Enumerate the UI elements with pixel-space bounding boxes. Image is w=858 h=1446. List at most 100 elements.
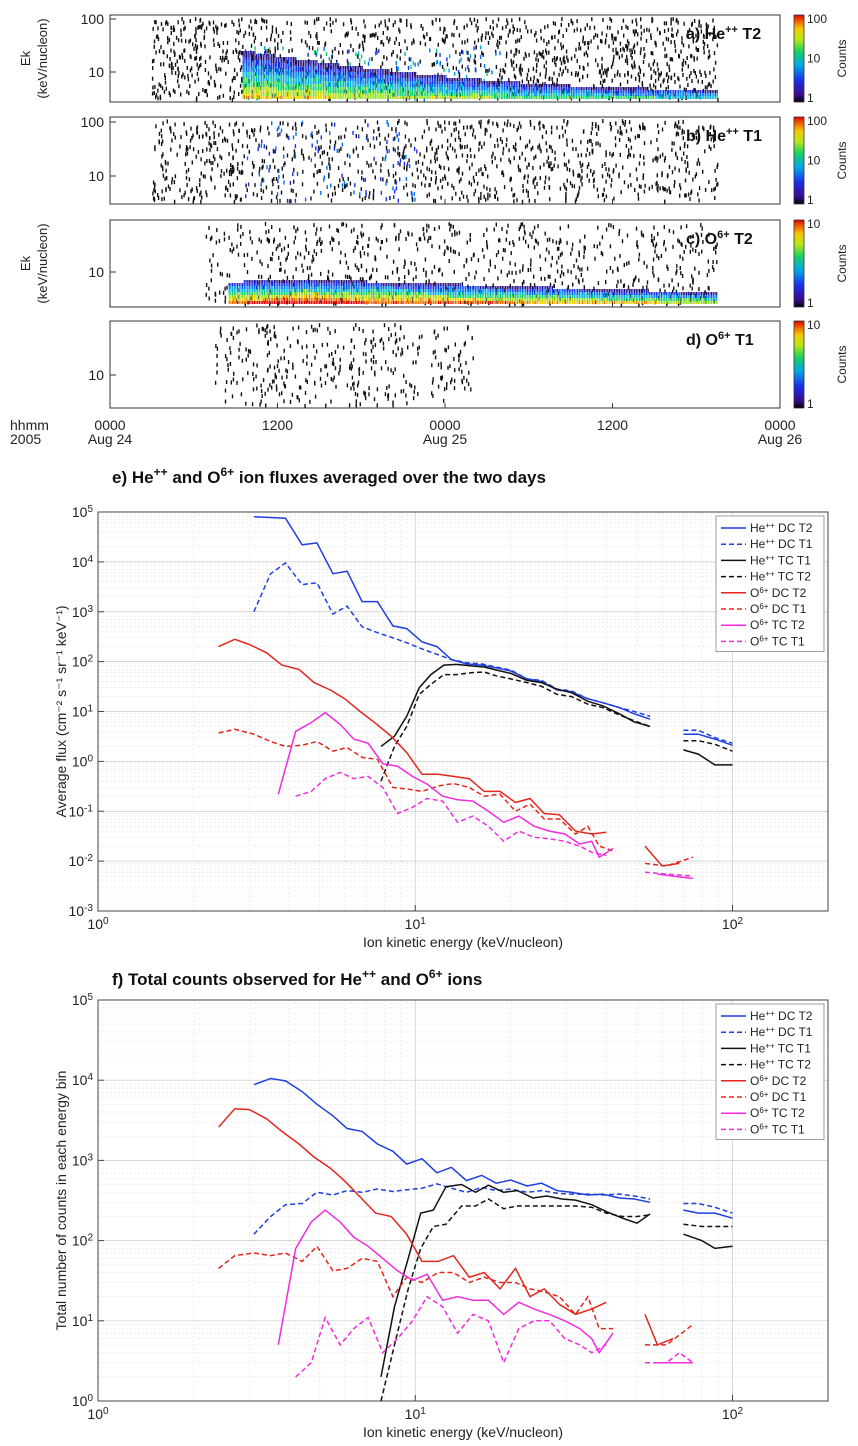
count-pixel	[482, 96, 484, 99]
count-pixel	[341, 183, 344, 188]
count-pixel	[292, 66, 295, 69]
count-pixel	[284, 84, 286, 87]
count-pixel	[497, 44, 499, 49]
count-pixel	[235, 48, 237, 53]
count-pixel	[249, 69, 251, 72]
count-pixel	[483, 64, 486, 69]
count-pixel	[349, 66, 351, 69]
count-pixel	[532, 145, 534, 150]
count-pixel	[515, 63, 518, 68]
count-pixel	[689, 249, 691, 254]
count-pixel	[561, 72, 563, 77]
count-pixel	[329, 96, 331, 99]
count-pixel	[410, 87, 412, 90]
count-pixel	[495, 81, 497, 84]
count-pixel	[519, 66, 522, 71]
count-pixel	[385, 69, 387, 72]
count-pixel	[289, 66, 291, 69]
count-pixel	[403, 84, 405, 87]
count-pixel	[261, 93, 263, 96]
count-pixel	[445, 87, 447, 90]
count-pixel	[296, 87, 298, 90]
count-pixel	[242, 122, 244, 127]
count-pixel	[596, 96, 598, 99]
count-pixel	[261, 64, 264, 69]
count-pixel	[630, 127, 632, 132]
count-pixel	[673, 40, 676, 45]
count-pixel	[316, 239, 319, 244]
count-pixel	[324, 69, 326, 72]
count-pixel	[665, 73, 668, 78]
count-pixel	[316, 78, 318, 81]
count-pixel	[688, 170, 690, 175]
count-pixel	[538, 121, 540, 126]
count-pixel	[349, 87, 351, 90]
count-pixel	[301, 81, 303, 84]
count-pixel	[636, 90, 638, 93]
count-pixel	[602, 192, 605, 197]
count-pixel	[381, 87, 383, 90]
count-pixel	[275, 195, 278, 200]
count-pixel	[413, 96, 415, 99]
count-pixel	[614, 73, 616, 78]
count-pixel	[516, 198, 518, 203]
count-pixel	[400, 18, 402, 23]
count-pixel	[333, 96, 335, 99]
count-pixel	[701, 80, 703, 84]
count-pixel	[438, 75, 440, 78]
count-pixel	[706, 96, 708, 99]
text-part: 100	[807, 114, 827, 128]
count-pixel	[639, 96, 641, 99]
count-pixel	[681, 128, 684, 133]
count-pixel	[261, 63, 263, 66]
count-pixel	[301, 182, 304, 187]
count-pixel	[713, 51, 716, 56]
count-pixel	[292, 81, 295, 84]
count-pixel	[641, 96, 643, 99]
count-pixel	[311, 90, 313, 93]
count-pixel	[487, 40, 490, 45]
count-pixel	[371, 81, 373, 84]
count-pixel	[386, 149, 388, 154]
count-pixel	[467, 198, 469, 203]
count-pixel	[406, 96, 408, 99]
count-pixel	[481, 145, 483, 149]
count-pixel	[200, 199, 202, 204]
count-pixel	[539, 72, 541, 77]
count-pixel	[329, 81, 331, 84]
count-pixel	[431, 75, 434, 78]
count-pixel	[356, 84, 358, 87]
count-pixel	[562, 90, 564, 93]
count-pixel	[271, 190, 273, 195]
count-pixel	[363, 87, 365, 90]
count-pixel	[537, 145, 539, 150]
count-pixel	[507, 81, 509, 84]
count-pixel	[314, 124, 316, 129]
count-pixel	[696, 48, 698, 53]
count-pixel	[247, 69, 249, 72]
count-pixel	[154, 145, 156, 150]
count-pixel	[179, 188, 181, 193]
count-pixel	[679, 266, 681, 270]
count-pixel	[287, 57, 289, 60]
count-pixel	[294, 66, 296, 69]
count-pixel	[331, 72, 333, 75]
count-pixel	[450, 87, 452, 90]
count-pixel	[271, 87, 273, 90]
count-pixel	[635, 167, 638, 172]
count-pixel	[380, 93, 382, 96]
count-pixel	[605, 33, 608, 38]
count-pixel	[540, 90, 542, 93]
count-pixel	[537, 79, 540, 84]
count-pixel	[666, 188, 668, 193]
count-pixel	[694, 96, 697, 99]
count-pixel	[570, 96, 573, 99]
count-pixel	[294, 96, 296, 99]
count-pixel	[642, 285, 644, 290]
count-pixel	[343, 75, 345, 78]
count-pixel	[419, 41, 422, 46]
count-pixel	[395, 171, 397, 176]
count-pixel	[361, 170, 363, 175]
